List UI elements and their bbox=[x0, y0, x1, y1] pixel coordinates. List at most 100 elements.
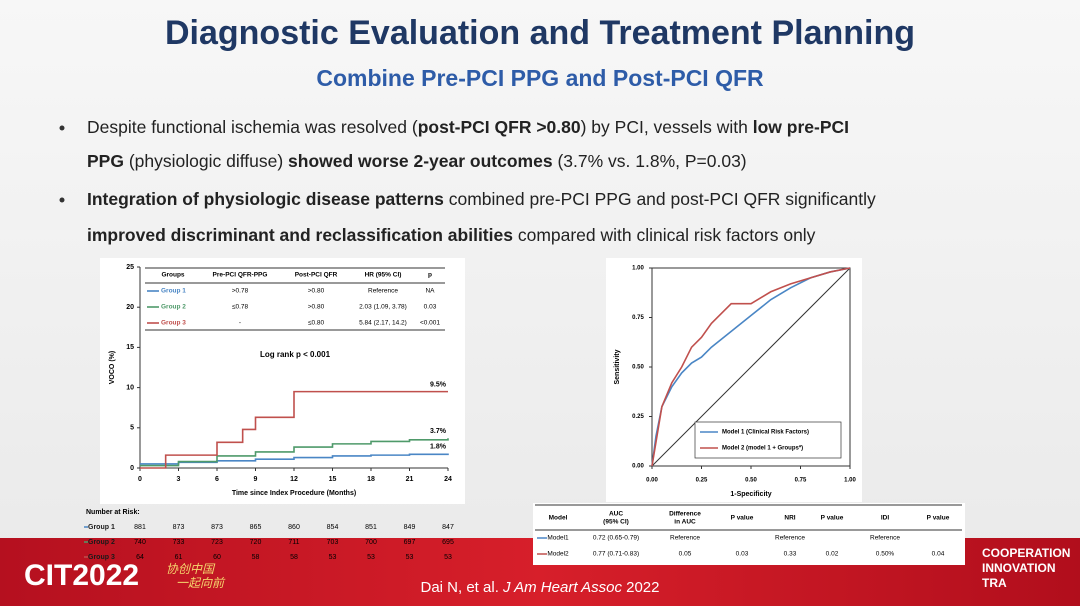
km-curve bbox=[140, 453, 449, 465]
y-tick-label: 0.00 bbox=[632, 464, 644, 470]
table-header: NRI bbox=[784, 515, 795, 522]
risk-count: 720 bbox=[250, 539, 262, 546]
text-run: (physiologic diffuse) bbox=[124, 151, 288, 171]
x-tick-label: 0.25 bbox=[696, 478, 708, 484]
x-tick-label: 0.75 bbox=[795, 478, 807, 484]
y-axis-label: VOCO (%) bbox=[109, 351, 116, 384]
legend-box bbox=[694, 421, 842, 459]
km-panel bbox=[100, 258, 465, 504]
x-tick-label: 9 bbox=[254, 476, 258, 483]
text-run: (3.7% vs. 1.8%, P=0.03) bbox=[553, 151, 747, 171]
table-cell: 0.04 bbox=[932, 551, 945, 558]
risk-count: 847 bbox=[442, 524, 454, 531]
risk-count: 697 bbox=[404, 539, 416, 546]
end-label: 3.7% bbox=[430, 428, 447, 435]
risk-count: 854 bbox=[327, 524, 339, 531]
slogan: 协创中国 bbox=[166, 562, 216, 576]
km-curve bbox=[140, 390, 448, 469]
text-run: compared with clinical risk factors only bbox=[513, 225, 816, 245]
legend-cell: <0.001 bbox=[420, 320, 440, 327]
roc-curve bbox=[651, 267, 851, 467]
x-tick-label: 3 bbox=[177, 476, 181, 483]
x-tick-label: 12 bbox=[290, 476, 298, 483]
y-tick-label: 25 bbox=[126, 264, 134, 271]
risk-count: 58 bbox=[290, 554, 298, 561]
y-axis-label: Sensitivity bbox=[614, 349, 621, 384]
table-cell: 0.03 bbox=[736, 551, 749, 558]
legend-cell: 5.84 (2.17, 14.2) bbox=[359, 320, 407, 327]
table-header: (95% CI) bbox=[603, 519, 629, 526]
brand: TRA bbox=[982, 576, 1007, 590]
legend-label: Model 1 (Clinical Risk Factors) bbox=[722, 430, 809, 436]
legend-cell: - bbox=[239, 320, 241, 327]
table-header: in AUC bbox=[674, 519, 696, 526]
x-tick-label: 0.50 bbox=[745, 478, 757, 484]
legend-cell: 0.03 bbox=[424, 304, 437, 311]
y-tick-label: 0.75 bbox=[632, 315, 644, 321]
risk-count: 860 bbox=[288, 524, 300, 531]
subtitle: Combine Pre-PCI PPG and Post-PCI QFR bbox=[316, 65, 764, 91]
table-cell: 0.50% bbox=[876, 551, 895, 558]
risk-count: 873 bbox=[173, 524, 185, 531]
legend-cell: 2.03 (1.09, 3.78) bbox=[359, 304, 407, 311]
legend-cell: Reference bbox=[368, 288, 398, 295]
risk-count: 740 bbox=[134, 539, 146, 546]
text-run: Integration of physiologic disease patte… bbox=[87, 189, 444, 209]
x-tick-label: 18 bbox=[367, 476, 375, 483]
risk-count: 881 bbox=[134, 524, 146, 531]
text-run: PPG bbox=[87, 151, 124, 171]
logo: CIT2022 bbox=[24, 559, 139, 592]
text-run: post-PCI QFR >0.80 bbox=[418, 117, 581, 137]
x-axis-label: 1-Specificity bbox=[730, 491, 771, 498]
risk-count: 61 bbox=[175, 554, 183, 561]
risk-group: Group 3 bbox=[88, 554, 115, 561]
risk-count: 58 bbox=[252, 554, 260, 561]
table-cell: 0.72 (0.65-0.79) bbox=[593, 535, 639, 542]
risk-count: 733 bbox=[173, 539, 185, 546]
citation-run: 2022 bbox=[622, 579, 660, 596]
table-cell: Reference bbox=[775, 535, 805, 542]
x-tick-label: 15 bbox=[329, 476, 337, 483]
table-header: AUC bbox=[609, 511, 623, 518]
risk-count: 700 bbox=[365, 539, 377, 546]
x-tick-label: 6 bbox=[215, 476, 219, 483]
risk-count: 53 bbox=[329, 554, 337, 561]
y-tick-label: 0.50 bbox=[632, 365, 644, 371]
legend-header: Groups bbox=[161, 272, 184, 279]
text-run: ) by PCI, vessels with bbox=[581, 117, 753, 137]
text-run: showed worse 2-year outcomes bbox=[288, 151, 553, 171]
risk-count: 851 bbox=[365, 524, 377, 531]
risk-count: 723 bbox=[211, 539, 223, 546]
legend-header: Pre-PCI QFR-PPG bbox=[213, 272, 268, 279]
text-run: improved discriminant and reclassificati… bbox=[87, 225, 513, 245]
bullet-dot bbox=[59, 125, 65, 131]
table-cell: 0.05 bbox=[679, 551, 692, 558]
legend-cell: >0.78 bbox=[232, 288, 249, 295]
table-header: Difference bbox=[669, 511, 701, 518]
y-tick-label: 10 bbox=[126, 384, 134, 391]
table-header: P value bbox=[821, 515, 844, 522]
legend-cell: >0.80 bbox=[308, 288, 325, 295]
bullet-text: improved discriminant and reclassificati… bbox=[87, 225, 816, 245]
citation-run: Dai N, et al. bbox=[421, 579, 504, 596]
x-tick-label: 24 bbox=[444, 476, 452, 483]
y-tick-label: 15 bbox=[126, 344, 134, 351]
table-header: P value bbox=[731, 515, 754, 522]
table-cell: 0.02 bbox=[826, 551, 839, 558]
km-curve bbox=[140, 438, 449, 467]
bullet-dot bbox=[59, 197, 65, 203]
x-tick-label: 0.00 bbox=[646, 478, 658, 484]
risk-count: 873 bbox=[211, 524, 223, 531]
risk-count: 703 bbox=[327, 539, 339, 546]
table-header: Model bbox=[549, 515, 568, 522]
slogan: 一起向前 bbox=[176, 576, 226, 590]
y-tick-label: 20 bbox=[126, 304, 134, 311]
risk-count: 849 bbox=[404, 524, 416, 531]
title: Diagnostic Evaluation and Treatment Plan… bbox=[165, 14, 915, 52]
annotation: Log rank p < 0.001 bbox=[260, 350, 331, 359]
x-tick-label: 1.00 bbox=[844, 478, 856, 484]
risk-count: 53 bbox=[406, 554, 414, 561]
end-label: 1.8% bbox=[430, 443, 447, 450]
risk-group: Group 1 bbox=[88, 524, 115, 531]
reference-diagonal bbox=[651, 267, 851, 467]
